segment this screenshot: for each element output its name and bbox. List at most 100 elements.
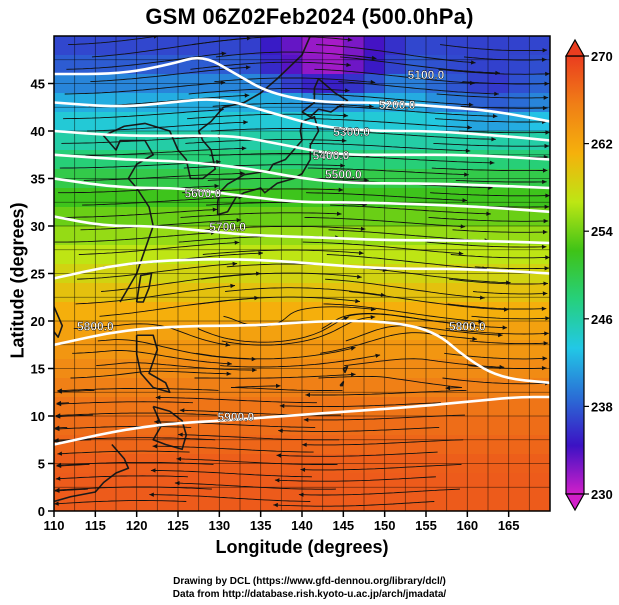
field-cell — [136, 207, 158, 227]
streamline — [347, 313, 508, 329]
streamline — [311, 118, 472, 129]
streamline — [55, 414, 93, 418]
field-cell — [508, 492, 530, 511]
field-cell — [529, 416, 550, 436]
field-cell — [467, 245, 489, 265]
field-cell — [54, 207, 76, 227]
height-contour — [54, 98, 550, 142]
streamline-arrow — [371, 55, 377, 61]
field-cell — [384, 207, 406, 227]
streamline — [85, 147, 247, 157]
field-cell — [157, 416, 179, 436]
field-cell — [446, 150, 468, 170]
field-cell — [260, 340, 282, 360]
streamline-arrow — [258, 251, 263, 256]
x-tick-label: 115 — [85, 518, 106, 533]
streamline — [463, 56, 547, 61]
field-cell — [136, 55, 158, 75]
streamline-arrow — [364, 177, 369, 183]
field-cell — [136, 473, 158, 493]
field-cell — [446, 473, 468, 493]
field-cell — [178, 283, 200, 303]
streamline-arrow — [489, 160, 495, 165]
streamline — [330, 204, 491, 215]
streamline-arrow — [305, 392, 310, 398]
streamline-arrow — [486, 211, 491, 216]
x-tick-label: 130 — [208, 518, 230, 533]
field-cell — [260, 492, 282, 511]
field-cell — [488, 321, 510, 341]
streamline-arrow — [226, 371, 232, 376]
streamline-arrow — [244, 93, 250, 98]
field-cell — [343, 131, 365, 151]
field-cell — [240, 55, 262, 75]
field-cell — [529, 188, 550, 208]
contour-labels: 5100.0 5200.0 5300.0 5400.0 5500.0 5600.0 5700… — [77, 68, 486, 424]
streamline — [155, 397, 317, 404]
streamline-arrow — [236, 218, 242, 223]
streamline-arrow — [347, 37, 353, 42]
streamline — [326, 254, 488, 270]
y-tick-label: 5 — [38, 457, 45, 472]
field-cell — [446, 397, 468, 417]
field-cell — [54, 131, 76, 151]
plot-area: 5100.0 5200.0 5300.0 5400.0 5500.0 5600.0 5700… — [54, 36, 550, 511]
colorbar-tick-label: 262 — [591, 137, 613, 152]
streamline — [309, 142, 471, 152]
streamline — [64, 81, 226, 95]
streamline-arrow — [542, 105, 548, 111]
field-cell — [281, 473, 303, 493]
field-cell — [136, 112, 158, 132]
streamline — [75, 285, 236, 305]
field-cell — [384, 416, 406, 436]
credit-line-2: Data from http://database.rish.kyoto-u.a… — [172, 589, 447, 600]
field-cell — [364, 397, 386, 417]
streamline — [207, 177, 369, 181]
streamline — [178, 434, 340, 441]
field-cell — [74, 340, 96, 360]
field-cell — [508, 55, 530, 75]
field-cell — [95, 188, 117, 208]
field-cell — [302, 473, 324, 493]
streamline-arrow — [543, 218, 549, 224]
streamline-arrow — [541, 366, 547, 371]
streamline-arrow — [544, 266, 550, 271]
field-cell — [488, 435, 510, 455]
streamline-arrow — [541, 57, 547, 62]
field-cell — [302, 55, 324, 75]
streamline-arrow — [445, 385, 451, 391]
field-cell — [488, 302, 510, 322]
streamline — [307, 167, 469, 176]
field-cell — [508, 283, 530, 303]
streamline — [333, 155, 495, 164]
streamline-arrow — [545, 130, 550, 135]
field-cell — [74, 226, 96, 246]
streamline-arrow — [278, 428, 283, 433]
field-cell — [488, 55, 510, 75]
streamline-arrow — [212, 207, 218, 212]
field-cell — [426, 492, 448, 511]
colorbar-tick-label: 230 — [591, 487, 613, 502]
field-cell — [405, 435, 427, 455]
field-cell — [240, 207, 262, 227]
field-cell — [343, 36, 365, 56]
streamline-arrow — [351, 372, 356, 377]
field-cell — [405, 93, 427, 113]
field-cell — [446, 321, 468, 341]
field-cell — [405, 207, 427, 227]
field-cell — [364, 283, 386, 303]
field-cell — [240, 473, 262, 493]
field-cell — [74, 378, 96, 398]
field-cell — [95, 245, 117, 265]
field-cell — [281, 36, 303, 56]
streamline — [444, 352, 548, 360]
field-cell — [157, 302, 179, 322]
streamline-arrow — [545, 193, 550, 198]
x-tick-label: 150 — [374, 518, 396, 533]
field-cell — [384, 473, 406, 493]
field-cell — [426, 302, 448, 322]
field-cell — [240, 397, 262, 417]
streamline — [430, 192, 550, 197]
streamline — [201, 272, 362, 280]
